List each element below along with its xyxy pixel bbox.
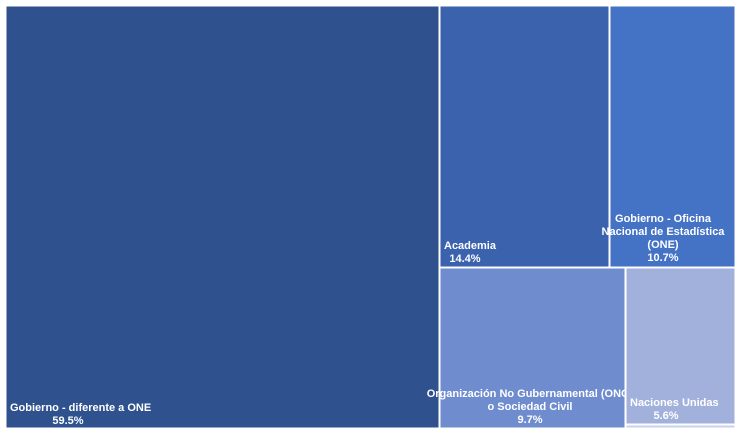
- tile-value-label-0: 59.5%: [52, 415, 83, 427]
- tile-name-label-0-0: Gobierno - diferente a ONE: [10, 402, 151, 414]
- tile-value-label-3: 9.7%: [517, 414, 542, 426]
- tile-name-label-3-0: Organización No Gubernamental (ONG): [427, 388, 634, 400]
- tile-name-label-2-1: Nacional de Estadística: [602, 226, 726, 238]
- treemap-tile-4: [625, 267, 736, 425]
- treemap-tile-0: [5, 5, 440, 429]
- treemap-tile-1: [439, 5, 610, 268]
- tile-name-label-2-0: Gobierno - Oficina: [615, 213, 712, 225]
- tile-value-label-4: 5.6%: [653, 410, 678, 422]
- tile-value-label-1: 14.4%: [449, 253, 480, 265]
- treemap-tile-5: [625, 424, 736, 429]
- tile-name-label-3-1: o Sociedad Civil: [488, 401, 573, 413]
- tile-name-label-2-2: (ONE): [647, 239, 679, 251]
- treemap-tile-2: [609, 5, 736, 268]
- tile-name-label-4-0: Naciones Unidas: [630, 397, 719, 409]
- tile-name-label-1-0: Academia: [444, 240, 497, 252]
- treemap-tile-3: [439, 267, 626, 429]
- tile-value-label-2: 10.7%: [647, 252, 678, 264]
